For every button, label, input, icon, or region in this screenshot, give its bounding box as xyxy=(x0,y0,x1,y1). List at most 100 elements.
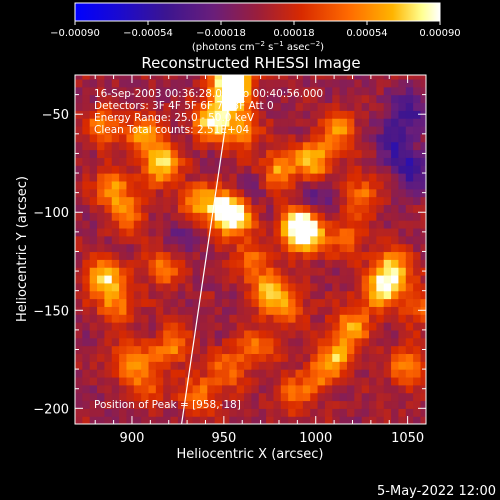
heatmap-cell xyxy=(89,102,98,111)
heatmap-cell xyxy=(288,392,297,402)
heatmap-cell xyxy=(339,165,348,174)
heatmap-cell xyxy=(82,369,91,378)
heatmap-cell xyxy=(383,345,392,355)
heatmap-cell xyxy=(354,157,363,166)
heatmap-cell xyxy=(391,329,400,339)
heatmap-cell xyxy=(192,361,201,370)
heatmap-cell xyxy=(332,157,341,166)
heatmap-cell xyxy=(177,102,186,111)
heatmap-cell xyxy=(413,188,422,198)
heatmap-cell xyxy=(258,125,267,135)
heatmap-cell xyxy=(398,141,407,151)
heatmap-cell xyxy=(391,345,400,355)
heatmap-cell xyxy=(273,400,282,409)
heatmap-cell xyxy=(199,212,208,221)
heatmap-cell xyxy=(214,392,223,402)
heatmap-cell xyxy=(369,392,377,402)
heatmap-cell xyxy=(398,118,407,127)
heatmap-cell xyxy=(280,149,289,158)
heatmap-cell xyxy=(376,165,385,174)
heatmap-cell xyxy=(346,290,355,300)
heatmap-cell xyxy=(339,298,348,307)
heatmap-cell xyxy=(148,267,157,276)
heatmap-cell xyxy=(332,110,341,119)
heatmap-cell xyxy=(163,94,172,104)
heatmap-cell xyxy=(258,282,267,292)
heatmap-cell xyxy=(361,306,370,315)
heatmap-cell xyxy=(354,361,363,370)
heatmap-cell xyxy=(266,165,275,174)
heatmap-cell xyxy=(244,196,253,206)
heatmap-cell xyxy=(155,392,164,402)
heatmap-cell xyxy=(177,329,186,339)
heatmap-cell xyxy=(97,173,106,182)
heatmap-cell xyxy=(369,110,377,119)
heatmap-cell xyxy=(126,345,135,355)
heatmap-cell xyxy=(391,180,400,190)
heatmap-cell xyxy=(97,329,106,339)
heatmap-cell xyxy=(119,314,128,323)
heatmap-cell xyxy=(420,157,426,166)
heatmap-cell xyxy=(141,376,150,386)
heatmap-cell xyxy=(391,188,400,198)
heatmap-cell xyxy=(97,125,106,135)
heatmap-cell xyxy=(339,400,348,409)
heatmap-cell xyxy=(111,353,120,362)
heatmap-cell xyxy=(199,384,208,394)
heatmap-cell xyxy=(369,376,377,386)
heatmap-cell xyxy=(405,149,414,158)
heatmap-cell xyxy=(199,173,208,182)
heatmap-cell xyxy=(339,369,348,378)
heatmap-cell xyxy=(236,345,245,355)
heatmap-cell xyxy=(398,86,407,96)
heatmap-cell xyxy=(207,267,216,276)
heatmap-cell xyxy=(133,118,142,127)
heatmap-cell xyxy=(383,290,392,300)
heatmap-cell xyxy=(104,118,113,127)
heatmap-cell xyxy=(148,345,157,355)
heatmap-cell xyxy=(82,322,91,331)
heatmap-cell xyxy=(332,212,341,221)
heatmap-cell xyxy=(310,298,319,307)
heatmap-cell xyxy=(163,282,172,292)
heatmap-cell xyxy=(346,274,355,284)
heatmap-cell xyxy=(133,408,142,417)
heatmap-cell xyxy=(155,235,164,245)
heatmap-cell xyxy=(361,133,370,143)
heatmap-cell xyxy=(89,149,98,158)
heatmap-cell xyxy=(317,337,326,347)
heatmap-cell xyxy=(413,78,422,88)
heatmap-cell xyxy=(258,243,267,253)
info-time-range: 16-Sep-2003 00:36:28.000 to 00:40:56.000 xyxy=(94,88,323,100)
heatmap-cell xyxy=(369,196,377,206)
heatmap-cell xyxy=(354,243,363,253)
heatmap-cell xyxy=(420,133,426,143)
heatmap-cell xyxy=(82,416,91,424)
heatmap-cell xyxy=(192,212,201,221)
heatmap-cell xyxy=(332,314,341,323)
heatmap-cell xyxy=(361,149,370,158)
heatmap-cell xyxy=(280,416,289,424)
heatmap-cell xyxy=(89,125,98,135)
heatmap-cell xyxy=(222,314,230,323)
heatmap-cell xyxy=(405,212,414,221)
heatmap-cell xyxy=(104,400,113,409)
heatmap-cell xyxy=(214,204,223,213)
heatmap-cell xyxy=(420,408,426,417)
heatmap-cell xyxy=(324,157,333,166)
heatmap-cell xyxy=(207,133,216,143)
heatmap-cell xyxy=(163,369,172,378)
heatmap-cell xyxy=(104,220,113,229)
heatmap-cell xyxy=(346,353,355,362)
heatmap-cell xyxy=(148,314,157,323)
heatmap-cell xyxy=(185,78,194,88)
heatmap-cell xyxy=(155,408,164,417)
heatmap-cell xyxy=(295,102,304,111)
heatmap-cell xyxy=(273,204,282,213)
heatmap-cell xyxy=(222,173,230,182)
heatmap-cell xyxy=(288,274,297,284)
heatmap-cell xyxy=(361,361,370,370)
heatmap-cell xyxy=(111,369,120,378)
heatmap-cell xyxy=(251,212,260,221)
heatmap-cell xyxy=(339,180,348,190)
